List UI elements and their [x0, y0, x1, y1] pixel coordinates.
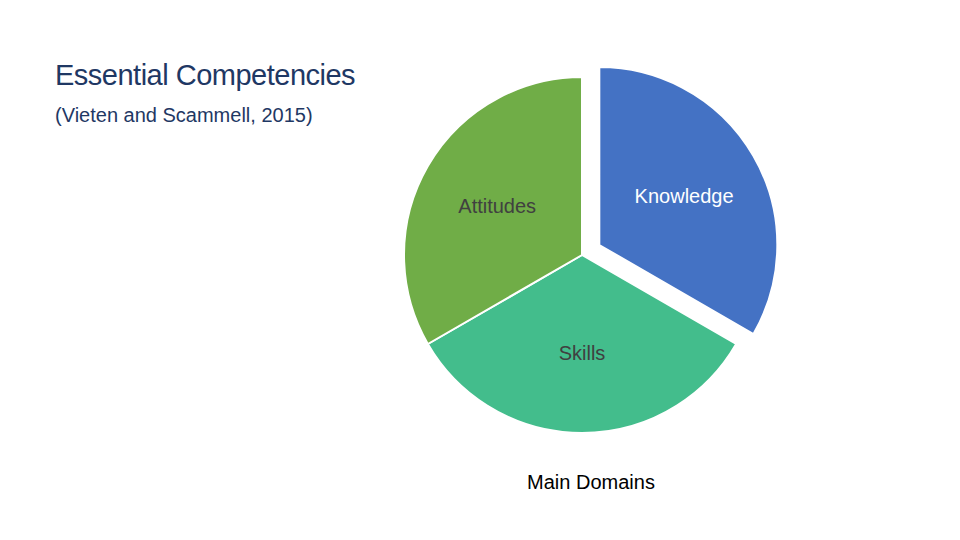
slice-label: Knowledge — [635, 185, 734, 207]
title: Essential Competencies — [55, 59, 355, 91]
subtitle: (Vieten and Scammell, 2015) — [55, 104, 313, 126]
pie — [404, 67, 777, 433]
slice-label: Skills — [559, 342, 606, 364]
slice-label: Attitudes — [458, 195, 536, 217]
pie-slice — [404, 77, 582, 344]
pie-labels: Knowledge Skills Attitudes — [458, 185, 733, 364]
chart: Essential Competencies (Vieten and Scamme… — [0, 0, 960, 540]
caption: Main Domains — [527, 471, 655, 493]
